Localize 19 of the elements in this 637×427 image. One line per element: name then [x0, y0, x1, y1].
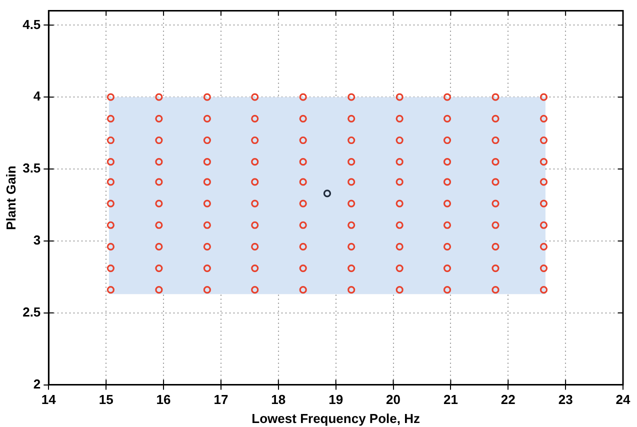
x-axis-title: Lowest Frequency Pole, Hz	[252, 410, 420, 426]
y-tick-label: 4	[33, 88, 42, 104]
y-axis-title: Plant Gain	[3, 166, 18, 230]
x-tick-label: 17	[214, 392, 228, 408]
x-tick-label: 22	[500, 392, 516, 408]
x-tick-label: 18	[271, 392, 286, 408]
x-tick-label: 14	[41, 392, 57, 408]
x-tick-label: 19	[328, 392, 344, 408]
y-tick-label: 3.5	[22, 160, 41, 176]
x-tick-label: 20	[386, 392, 401, 408]
x-tick-label: 21	[443, 392, 458, 408]
y-tick-label: 2.5	[22, 304, 41, 320]
y-tick-label: 4.5	[22, 16, 41, 32]
y-tick-label: 3	[33, 232, 41, 248]
x-tick-label: 16	[156, 392, 171, 408]
x-tick-label: 24	[616, 392, 631, 408]
x-tick-label: 23	[558, 392, 573, 408]
y-tick-label: 2	[33, 376, 41, 392]
x-tick-label: 15	[98, 392, 114, 408]
